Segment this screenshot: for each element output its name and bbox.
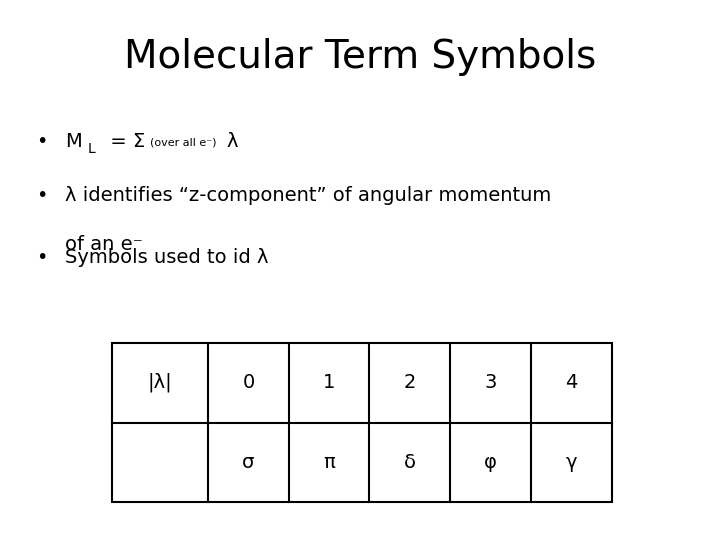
Text: π: π (323, 453, 335, 472)
Bar (112, 343, 612, 502)
Text: •: • (36, 132, 48, 151)
Text: (over all e⁻): (over all e⁻) (150, 138, 217, 148)
Text: 3: 3 (484, 373, 497, 392)
Text: δ: δ (404, 453, 415, 472)
Text: 1: 1 (323, 373, 336, 392)
Text: M: M (65, 132, 81, 151)
Text: = Σ: = Σ (104, 132, 145, 151)
Text: Symbols used to id λ: Symbols used to id λ (65, 248, 269, 267)
Text: φ: φ (484, 453, 497, 472)
Text: •: • (36, 186, 48, 205)
Text: 2: 2 (403, 373, 416, 392)
Text: 0: 0 (242, 373, 255, 392)
Text: σ: σ (242, 453, 255, 472)
Text: Molecular Term Symbols: Molecular Term Symbols (124, 38, 596, 76)
Text: of an e⁻: of an e⁻ (65, 235, 143, 254)
Text: •: • (36, 248, 48, 267)
Text: γ: γ (566, 453, 577, 472)
Text: λ identifies “z-component” of angular momentum: λ identifies “z-component” of angular mo… (65, 186, 551, 205)
Text: 4: 4 (565, 373, 577, 392)
Text: L: L (88, 142, 96, 156)
Text: |λ|: |λ| (148, 373, 172, 393)
Text: λ: λ (226, 132, 238, 151)
